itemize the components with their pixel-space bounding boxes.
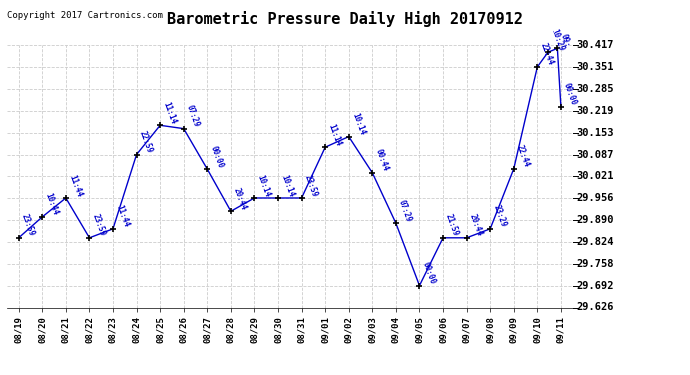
Text: 29.956: 29.956 [576,193,613,203]
Text: 22:44: 22:44 [538,42,555,67]
Text: 30.219: 30.219 [576,106,613,116]
Text: 00:00: 00:00 [562,82,578,107]
Text: 07:29: 07:29 [185,104,201,129]
Text: 29.626: 29.626 [576,303,613,312]
Text: 11:44: 11:44 [114,204,130,229]
Text: Pressure  (Inches/Hg): Pressure (Inches/Hg) [444,26,557,36]
Text: 11:14: 11:14 [326,122,343,147]
Text: 00:00: 00:00 [208,144,225,169]
Text: 30.021: 30.021 [576,171,613,182]
Text: 30.087: 30.087 [576,150,613,159]
Text: 10:14: 10:14 [255,173,272,198]
Text: 22:59: 22:59 [138,130,154,154]
Text: 21:59: 21:59 [444,213,461,238]
Text: 22:44: 22:44 [515,144,531,169]
Text: 11:44: 11:44 [67,173,83,198]
Text: 23:59: 23:59 [20,213,37,238]
Text: Copyright 2017 Cartronics.com: Copyright 2017 Cartronics.com [7,11,163,20]
Text: 30.285: 30.285 [576,84,613,94]
Text: 29.692: 29.692 [576,280,613,291]
Text: 10:14: 10:14 [279,173,295,198]
Text: 10:29: 10:29 [549,27,566,52]
Text: 00:44: 00:44 [373,148,390,173]
Text: 23:29: 23:29 [491,204,508,229]
Text: 09:: 09: [558,32,572,48]
Text: 00:00: 00:00 [421,261,437,286]
Text: 11:14: 11:14 [161,100,178,125]
Text: 29.890: 29.890 [576,215,613,225]
Text: 20:44: 20:44 [232,186,248,211]
Text: 23:59: 23:59 [303,173,319,198]
Text: 10:14: 10:14 [350,112,366,136]
Text: 30.153: 30.153 [576,128,613,138]
Text: 29.758: 29.758 [576,259,613,269]
Text: 20:44: 20:44 [468,213,484,238]
Text: 29.824: 29.824 [576,237,613,247]
Text: 07:29: 07:29 [397,198,413,223]
Text: 23:59: 23:59 [90,213,107,238]
Text: 30.417: 30.417 [576,40,613,50]
Text: Barometric Pressure Daily High 20170912: Barometric Pressure Daily High 20170912 [167,11,523,27]
Text: 30.351: 30.351 [576,62,613,72]
Text: 10:44: 10:44 [43,192,60,217]
